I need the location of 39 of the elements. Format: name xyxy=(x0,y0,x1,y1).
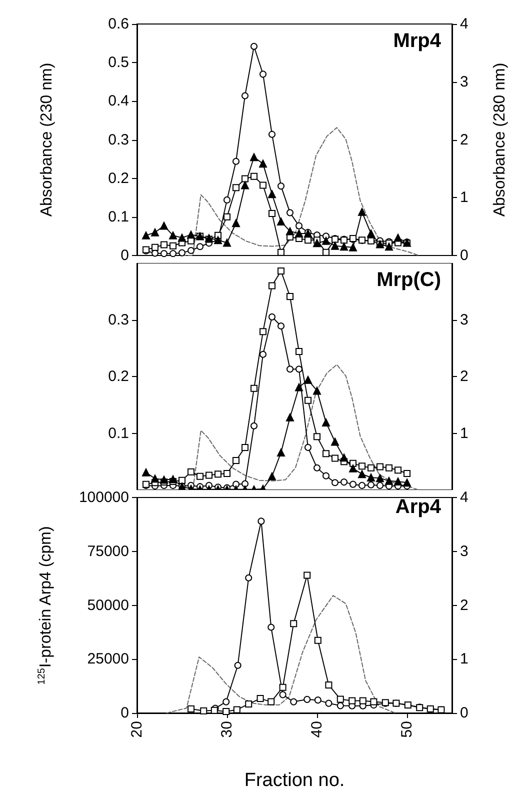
y2-tick-label: 4 xyxy=(460,489,468,506)
y2-tick-label: 3 xyxy=(460,73,468,90)
y2-tick-label: 1 xyxy=(460,424,468,442)
x-tick-label: 30 xyxy=(218,721,236,738)
y-tick-label: 0.2 xyxy=(108,368,129,385)
y-tick-label: 0.6 xyxy=(108,16,129,32)
chart-title: Mrp4 xyxy=(393,30,442,52)
y-tick-label: 0.1 xyxy=(108,424,129,442)
y2-tick-label: 0 xyxy=(460,704,468,722)
y2-tick-label: 2 xyxy=(460,368,468,385)
y-tick-label: 0.3 xyxy=(108,131,129,148)
y-tick-label: 0.3 xyxy=(108,311,129,328)
y-tick-label: 100000 xyxy=(78,489,129,506)
y2-tick-label: 0 xyxy=(460,247,468,264)
y-axis-title: 125I-protein Arp4 (cpm) xyxy=(36,526,54,685)
y-tick-label: 0 xyxy=(120,247,129,264)
x-tick-label: 50 xyxy=(398,721,416,738)
y2-tick-label: 3 xyxy=(460,311,468,328)
y-tick-label: 0 xyxy=(120,704,129,722)
x-tick-label: 40 xyxy=(308,721,326,738)
y-tick-label: 0.2 xyxy=(108,170,129,187)
y-tick-label: 0.1 xyxy=(108,208,129,226)
y2-tick-label: 1 xyxy=(460,189,468,206)
y2-tick-label: 3 xyxy=(460,542,468,560)
y2-tick-label: 4 xyxy=(460,16,468,32)
chart-title: Mrp(C) xyxy=(376,269,442,291)
y2-tick-label: 2 xyxy=(460,131,468,148)
y-axis-title: Absorbance (230 nm) xyxy=(38,62,56,217)
y2-axis-title: Absorbance (280 nm) xyxy=(492,62,508,217)
y-tick-label: 50000 xyxy=(87,596,129,614)
x-axis-title: Fraction no. xyxy=(244,770,345,791)
y-tick-label: 0.5 xyxy=(108,54,129,72)
y2-tick-label: 2 xyxy=(460,596,468,614)
y-tick-label: 0.4 xyxy=(108,92,129,110)
x-tick-label: 20 xyxy=(128,721,146,738)
y2-tick-label: 1 xyxy=(460,650,468,668)
chart-title: Arp4 xyxy=(395,496,442,518)
y-tick-label: 75000 xyxy=(87,542,129,560)
y-tick-label: 25000 xyxy=(87,650,129,668)
